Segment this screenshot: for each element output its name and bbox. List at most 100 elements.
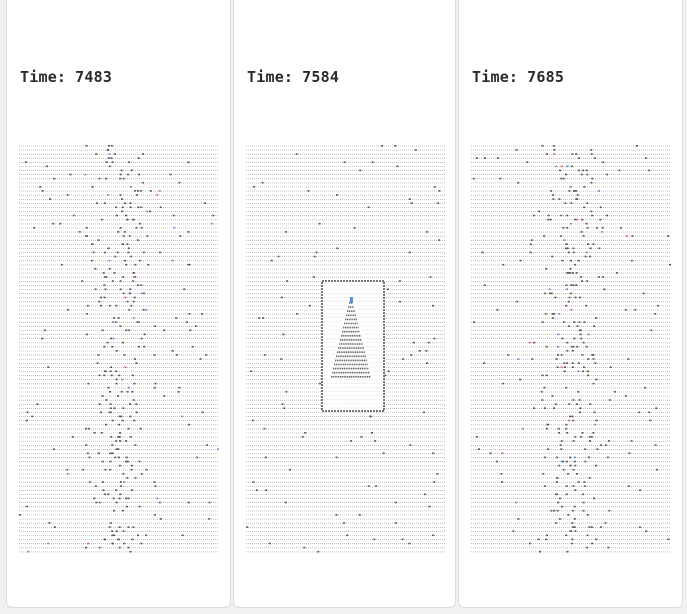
particle [105,161,108,163]
particle [48,522,51,524]
particle [553,149,556,151]
particle [109,468,112,471]
particle [87,542,90,545]
particle [119,194,122,196]
particle [175,354,178,356]
particle [178,181,181,184]
particle [545,538,547,541]
particle [517,518,520,520]
particle [136,321,139,323]
particle [648,169,651,172]
particle [529,251,532,254]
particle [111,534,114,537]
particle [120,169,123,172]
particle [263,427,266,430]
particle [552,198,555,200]
particle [556,493,559,496]
particle [129,415,132,418]
particle [98,374,101,377]
particle [583,481,586,483]
particle [146,235,149,237]
particle [557,333,560,336]
particle [594,317,597,319]
particle [97,239,100,241]
particle [156,194,159,196]
particle [358,514,361,516]
particle [85,145,88,147]
particle [153,386,156,389]
particle [122,509,124,512]
particle [577,362,580,364]
particle [52,222,55,225]
particle [566,165,569,168]
particle [110,436,113,438]
particle [654,313,657,315]
particle [126,460,129,463]
particle [350,440,352,442]
particle [60,263,63,266]
particle [120,391,123,393]
particle [598,190,600,192]
particle [121,341,124,344]
particle [579,407,582,409]
particle [574,296,577,299]
grid-canvas [246,145,446,553]
particle [549,218,552,221]
particle [566,550,569,553]
particle [576,403,578,405]
particle [103,296,106,299]
particle [98,403,101,405]
particle [188,423,191,426]
particle [590,181,593,184]
particle [336,247,339,250]
particle [187,231,190,233]
particle [552,317,555,319]
particle [553,407,555,409]
particle [313,255,316,258]
particle [579,333,582,336]
particle [382,452,385,455]
particle [138,505,141,508]
particle [569,186,572,188]
particle [52,448,55,450]
particle [429,276,432,278]
particle [131,391,134,393]
particle [112,497,115,500]
particle [119,288,122,291]
particle [367,206,370,209]
particle [565,427,568,430]
particle [577,481,580,483]
particle [188,263,191,266]
particle [159,206,162,209]
particle [71,436,74,438]
particle [556,509,559,512]
particle [315,251,318,254]
particle [108,268,111,270]
particle [627,358,630,360]
particle [296,313,299,315]
particle [571,272,574,274]
particle [127,247,130,250]
particle [142,181,145,184]
particle [584,485,587,487]
particle [571,538,574,541]
particle [105,399,108,401]
particle [541,321,544,323]
particle [591,542,594,545]
particle [102,481,104,483]
particle [85,333,88,336]
particle [574,218,577,221]
particle [121,378,124,381]
particle [437,202,440,204]
particle [410,354,413,356]
particle [496,309,499,311]
particle [107,247,110,250]
particle [142,292,145,295]
particle [129,403,131,405]
particle [558,518,561,520]
particle [569,530,572,532]
particle [110,337,112,340]
particle [285,231,288,233]
particle [147,263,150,266]
particle [565,243,568,245]
